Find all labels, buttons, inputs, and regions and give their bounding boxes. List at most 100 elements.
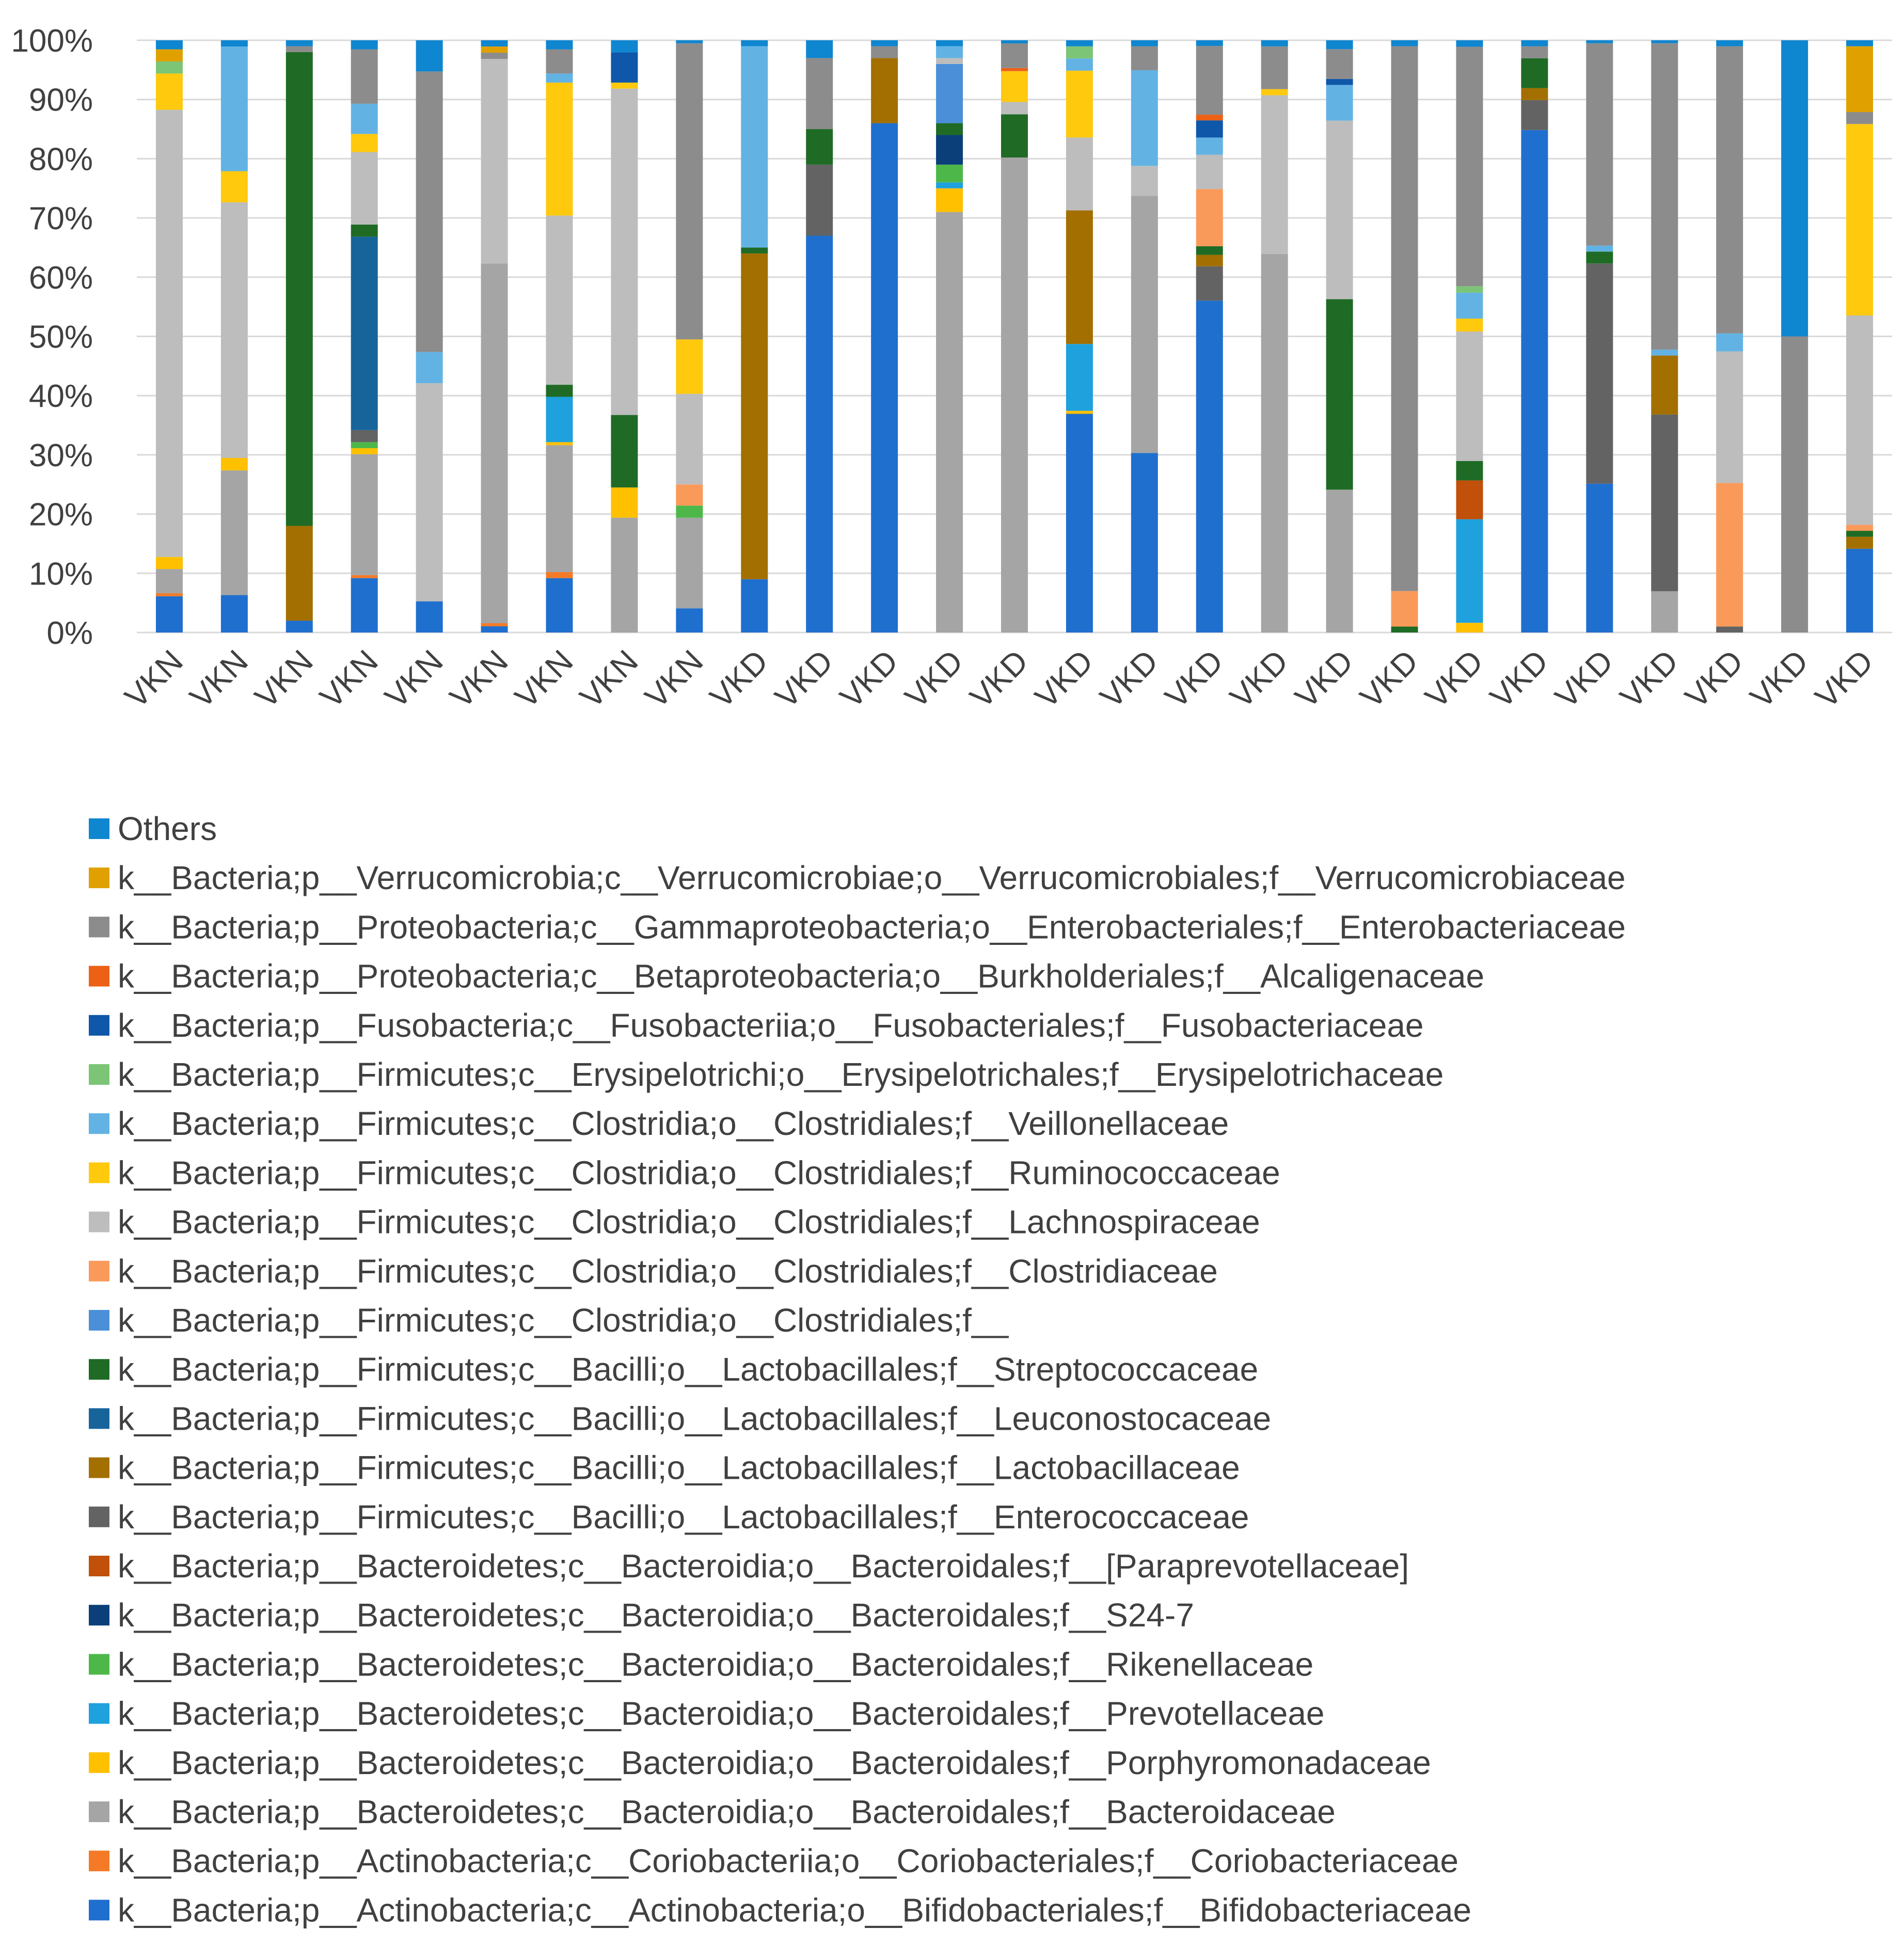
- legend-label: k__Bacteria;p__Fusobacteria;c__Fusobacte…: [118, 1007, 1424, 1044]
- bar-segment: [741, 40, 768, 46]
- x-tick-label: VKN: [573, 643, 645, 715]
- bar-segment: [351, 134, 378, 152]
- legend-swatch: [89, 818, 109, 839]
- legend-entry: k__Bacteria;p__Firmicutes;c__Clostridia;…: [89, 1302, 1009, 1339]
- bar-segment: [1846, 124, 1874, 315]
- bar-segment: [1261, 40, 1288, 46]
- bar-segment: [1846, 536, 1874, 549]
- bar-segment: [741, 247, 768, 254]
- bar-segment: [1001, 43, 1028, 68]
- legend-entry: k__Bacteria;p__Firmicutes;c__Bacilli;o__…: [89, 1400, 1271, 1437]
- bar-segment: [936, 64, 963, 123]
- bar-stack: [1066, 40, 1093, 632]
- legend-entry: Others: [89, 810, 217, 847]
- bar-segment: [1456, 623, 1483, 632]
- legend-swatch: [89, 1310, 109, 1331]
- bar-segment: [1521, 40, 1548, 46]
- bar-segment: [611, 415, 638, 488]
- bar-stack: [1261, 40, 1288, 632]
- bar-segment: [546, 397, 573, 442]
- bar-segment: [611, 88, 638, 415]
- bar-segment: [546, 442, 573, 446]
- legend-entry: k__Bacteria;p__Fusobacteria;c__Fusobacte…: [89, 1007, 1424, 1044]
- bar-segment: [936, 164, 963, 183]
- bar-segment: [1456, 519, 1483, 623]
- legend-entry: k__Bacteria;p__Firmicutes;c__Bacilli;o__…: [89, 1449, 1240, 1487]
- bar-segment: [155, 109, 183, 557]
- y-tick-label: 30%: [29, 438, 93, 473]
- bar-segment: [1846, 548, 1874, 632]
- bar-segment: [1326, 40, 1353, 50]
- legend-label: k__Bacteria;p__Bacteroidetes;c__Bacteroi…: [118, 1744, 1431, 1781]
- bar-segment: [1391, 40, 1418, 46]
- legend-entry: k__Bacteria;p__Firmicutes;c__Clostridia;…: [89, 1105, 1229, 1142]
- legend-label: Others: [118, 810, 217, 847]
- bar-segment: [1456, 286, 1483, 293]
- bar-segment: [1326, 120, 1353, 299]
- legend-swatch: [89, 1703, 109, 1724]
- bar-segment: [1456, 480, 1483, 519]
- bar-segment: [1651, 591, 1678, 632]
- bar-segment: [1846, 525, 1874, 531]
- legend-swatch: [89, 1064, 109, 1085]
- x-tick-label: VKD: [963, 643, 1035, 715]
- bar-segment: [416, 601, 443, 632]
- bar-segment: [1716, 626, 1743, 632]
- bar-stack: [1391, 40, 1418, 632]
- legend-swatch: [89, 1211, 109, 1232]
- bar-segment: [1196, 137, 1223, 155]
- bar-stack: [1846, 40, 1874, 632]
- legend-entry: k__Bacteria;p__Bacteroidetes;c__Bacteroi…: [89, 1596, 1194, 1634]
- legend-swatch: [89, 1506, 109, 1527]
- bar-segment: [1066, 58, 1093, 71]
- x-tick-label: VKD: [1483, 643, 1555, 715]
- bar-segment: [1001, 71, 1028, 102]
- bar-segment: [351, 236, 378, 430]
- bar-stack: [1001, 40, 1028, 633]
- legend-label: k__Bacteria;p__Bacteroidetes;c__Bacteroi…: [118, 1646, 1313, 1683]
- x-tick-label: VKD: [1743, 643, 1815, 715]
- bar-segment: [351, 49, 378, 104]
- bar-segment: [1651, 355, 1678, 415]
- x-tick-label: VKN: [118, 643, 190, 715]
- legend-label: k__Bacteria;p__Firmicutes;c__Bacilli;o__…: [118, 1449, 1240, 1487]
- legend-entry: k__Bacteria;p__Firmicutes;c__Clostridia;…: [89, 1204, 1260, 1241]
- bars: [155, 40, 1874, 633]
- y-tick-label: 60%: [29, 260, 93, 296]
- legend-swatch: [89, 966, 109, 987]
- legend-entry: k__Bacteria;p__Actinobacteria;c__Corioba…: [89, 1842, 1458, 1879]
- bar-stack: [155, 40, 183, 632]
- bar-segment: [1846, 46, 1874, 113]
- y-tick-label: 100%: [11, 23, 93, 59]
- bar-segment: [285, 526, 313, 621]
- bar-segment: [1196, 154, 1223, 189]
- bar-segment: [611, 82, 638, 89]
- bar-segment: [1066, 344, 1093, 411]
- legend-swatch: [89, 916, 109, 938]
- legend-entry: k__Bacteria;p__Firmicutes;c__Bacilli;o__…: [89, 1351, 1258, 1388]
- bar-segment: [1066, 210, 1093, 344]
- y-tick-label: 70%: [29, 201, 93, 236]
- x-tick-label: VKD: [1028, 643, 1100, 715]
- bar-stack: [871, 40, 898, 632]
- y-tick-label: 90%: [29, 83, 93, 118]
- legend-label: k__Bacteria;p__Bacteroidetes;c__Bacteroi…: [118, 1695, 1325, 1732]
- bar-segment: [220, 171, 248, 202]
- legend-label: k__Bacteria;p__Bacteroidetes;c__Bacteroi…: [118, 1596, 1194, 1634]
- bar-segment: [676, 484, 703, 506]
- bar-segment: [1521, 130, 1548, 633]
- bar-segment: [676, 505, 703, 518]
- bar-segment: [546, 40, 573, 50]
- x-tick-label: VKD: [1224, 643, 1295, 715]
- bar-segment: [155, 569, 183, 593]
- legend-entry: k__Bacteria;p__Firmicutes;c__Clostridia;…: [89, 1253, 1218, 1290]
- bar-segment: [1651, 350, 1678, 356]
- bar-segment: [220, 40, 248, 47]
- bar-segment: [1066, 410, 1093, 414]
- x-tick-label: VKD: [833, 643, 905, 715]
- bar-segment: [936, 212, 963, 632]
- bar-segment: [871, 123, 898, 632]
- bar-segment: [741, 579, 768, 632]
- legend-label: k__Bacteria;p__Firmicutes;c__Clostridia;…: [118, 1253, 1218, 1290]
- legend-swatch: [89, 1605, 109, 1626]
